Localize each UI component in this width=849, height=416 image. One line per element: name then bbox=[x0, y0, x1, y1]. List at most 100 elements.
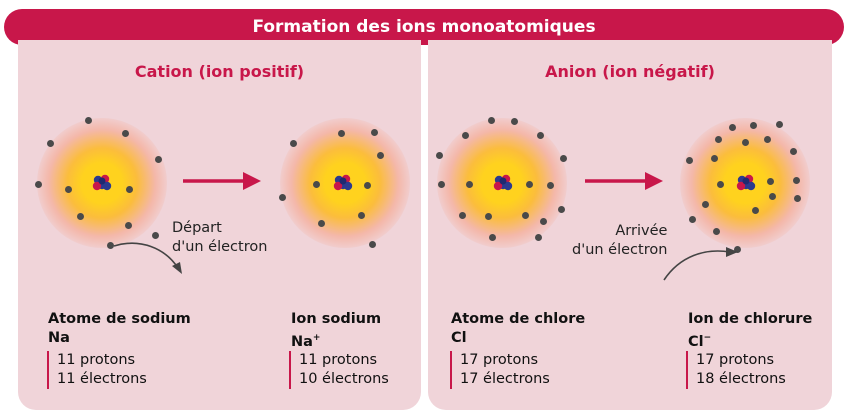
chlorine-atom-label: Atome de chlore Cl bbox=[451, 310, 585, 348]
electron bbox=[85, 117, 92, 124]
electron bbox=[752, 207, 759, 214]
electron-count: 11 électrons bbox=[57, 371, 147, 387]
sodium-ion-nucleus-icon bbox=[333, 174, 353, 191]
symbol-text: Cl bbox=[688, 333, 704, 350]
electron bbox=[776, 121, 783, 128]
electron bbox=[371, 129, 378, 136]
transform-arrow-icon bbox=[183, 172, 261, 190]
species-symbol: Na bbox=[48, 330, 70, 346]
electron bbox=[764, 136, 771, 143]
electron bbox=[77, 213, 84, 220]
sodium-atom-label: Atome de sodium Na bbox=[48, 310, 191, 348]
symbol-text: Na bbox=[291, 333, 313, 350]
electron bbox=[711, 155, 718, 162]
electron bbox=[790, 148, 797, 155]
chloride-ion-label: Ion de chlorure Cl− bbox=[688, 310, 812, 352]
electron bbox=[488, 117, 495, 124]
sodium-atom-counts: 11 protons 11 électrons bbox=[47, 351, 147, 389]
electron bbox=[522, 212, 529, 219]
electron bbox=[125, 222, 132, 229]
species-symbol: Cl− bbox=[688, 329, 812, 352]
electron bbox=[713, 228, 720, 235]
electron bbox=[794, 195, 801, 202]
electron bbox=[35, 181, 42, 188]
process-line-1: Arrivée bbox=[615, 223, 668, 239]
electron bbox=[729, 124, 736, 131]
electron bbox=[715, 136, 722, 143]
electron bbox=[438, 181, 445, 188]
sodium-ion-label: Ion sodium Na+ bbox=[291, 310, 381, 352]
electron bbox=[122, 130, 129, 137]
cation-process-label: Départ d'un électron bbox=[172, 219, 267, 257]
species-name: Atome de sodium bbox=[48, 311, 191, 327]
electron bbox=[364, 182, 371, 189]
electron bbox=[540, 218, 547, 225]
electron bbox=[313, 181, 320, 188]
electron bbox=[558, 206, 565, 213]
electron bbox=[767, 178, 774, 185]
proton-count: 11 protons bbox=[299, 352, 378, 368]
process-line-2: d'un électron bbox=[172, 239, 268, 255]
electron bbox=[318, 220, 325, 227]
electron bbox=[152, 232, 159, 239]
electron bbox=[436, 152, 443, 159]
electron bbox=[535, 234, 542, 241]
proton-count: 11 protons bbox=[57, 352, 136, 368]
electron bbox=[560, 155, 567, 162]
electron bbox=[689, 216, 696, 223]
electron bbox=[369, 241, 376, 248]
electron bbox=[702, 201, 709, 208]
electron bbox=[511, 118, 518, 125]
chlorine-nucleus-icon bbox=[493, 174, 513, 191]
chloride-ion-counts: 17 protons 18 électrons bbox=[686, 351, 786, 389]
electron bbox=[485, 213, 492, 220]
electron bbox=[462, 132, 469, 139]
electron bbox=[537, 132, 544, 139]
electron bbox=[377, 152, 384, 159]
electron bbox=[742, 139, 749, 146]
electron bbox=[47, 140, 54, 147]
electron bbox=[358, 212, 365, 219]
electron bbox=[279, 194, 286, 201]
electron bbox=[769, 193, 776, 200]
transform-arrow-icon bbox=[585, 172, 663, 190]
chloride-nucleus-icon bbox=[736, 174, 756, 191]
electron bbox=[459, 212, 466, 219]
electron-departure-arrow-icon bbox=[113, 242, 182, 274]
species-symbol: Na+ bbox=[291, 329, 381, 352]
electron-count: 10 électrons bbox=[299, 371, 389, 387]
electron bbox=[686, 157, 693, 164]
electron bbox=[155, 156, 162, 163]
electron bbox=[65, 186, 72, 193]
sodium-nucleus-icon bbox=[92, 174, 112, 191]
electron bbox=[547, 182, 554, 189]
page-title: Formation des ions monoatomiques bbox=[4, 9, 844, 45]
electron bbox=[126, 186, 133, 193]
species-name: Ion de chlorure bbox=[688, 311, 813, 327]
process-line-2: d'un électron bbox=[572, 242, 668, 258]
electron-count: 18 électrons bbox=[696, 371, 786, 387]
electron bbox=[717, 181, 724, 188]
electron bbox=[338, 130, 345, 137]
species-symbol: Cl bbox=[451, 330, 467, 346]
electron bbox=[750, 122, 757, 129]
proton-count: 17 protons bbox=[460, 352, 539, 368]
anion-heading: Anion (ion négatif) bbox=[545, 62, 715, 81]
electron-arrival-arrow-icon bbox=[663, 247, 738, 281]
electron bbox=[793, 177, 800, 184]
incoming-electron bbox=[734, 246, 741, 253]
species-name: Ion sodium bbox=[291, 311, 382, 327]
chlorine-atom-counts: 17 protons 17 électrons bbox=[450, 351, 550, 389]
electron bbox=[489, 234, 496, 241]
anion-process-label: Arrivée d'un électron bbox=[572, 222, 667, 260]
species-name: Atome de chlore bbox=[451, 311, 586, 327]
cation-heading: Cation (ion positif) bbox=[134, 62, 305, 81]
process-line-1: Départ bbox=[172, 220, 222, 236]
sodium-ion-counts: 11 protons 10 électrons bbox=[289, 351, 389, 389]
charge-superscript: − bbox=[703, 333, 712, 343]
electron bbox=[290, 140, 297, 147]
electron bbox=[466, 181, 473, 188]
electron bbox=[526, 181, 533, 188]
electron bbox=[107, 242, 114, 249]
electron-count: 17 électrons bbox=[460, 371, 550, 387]
